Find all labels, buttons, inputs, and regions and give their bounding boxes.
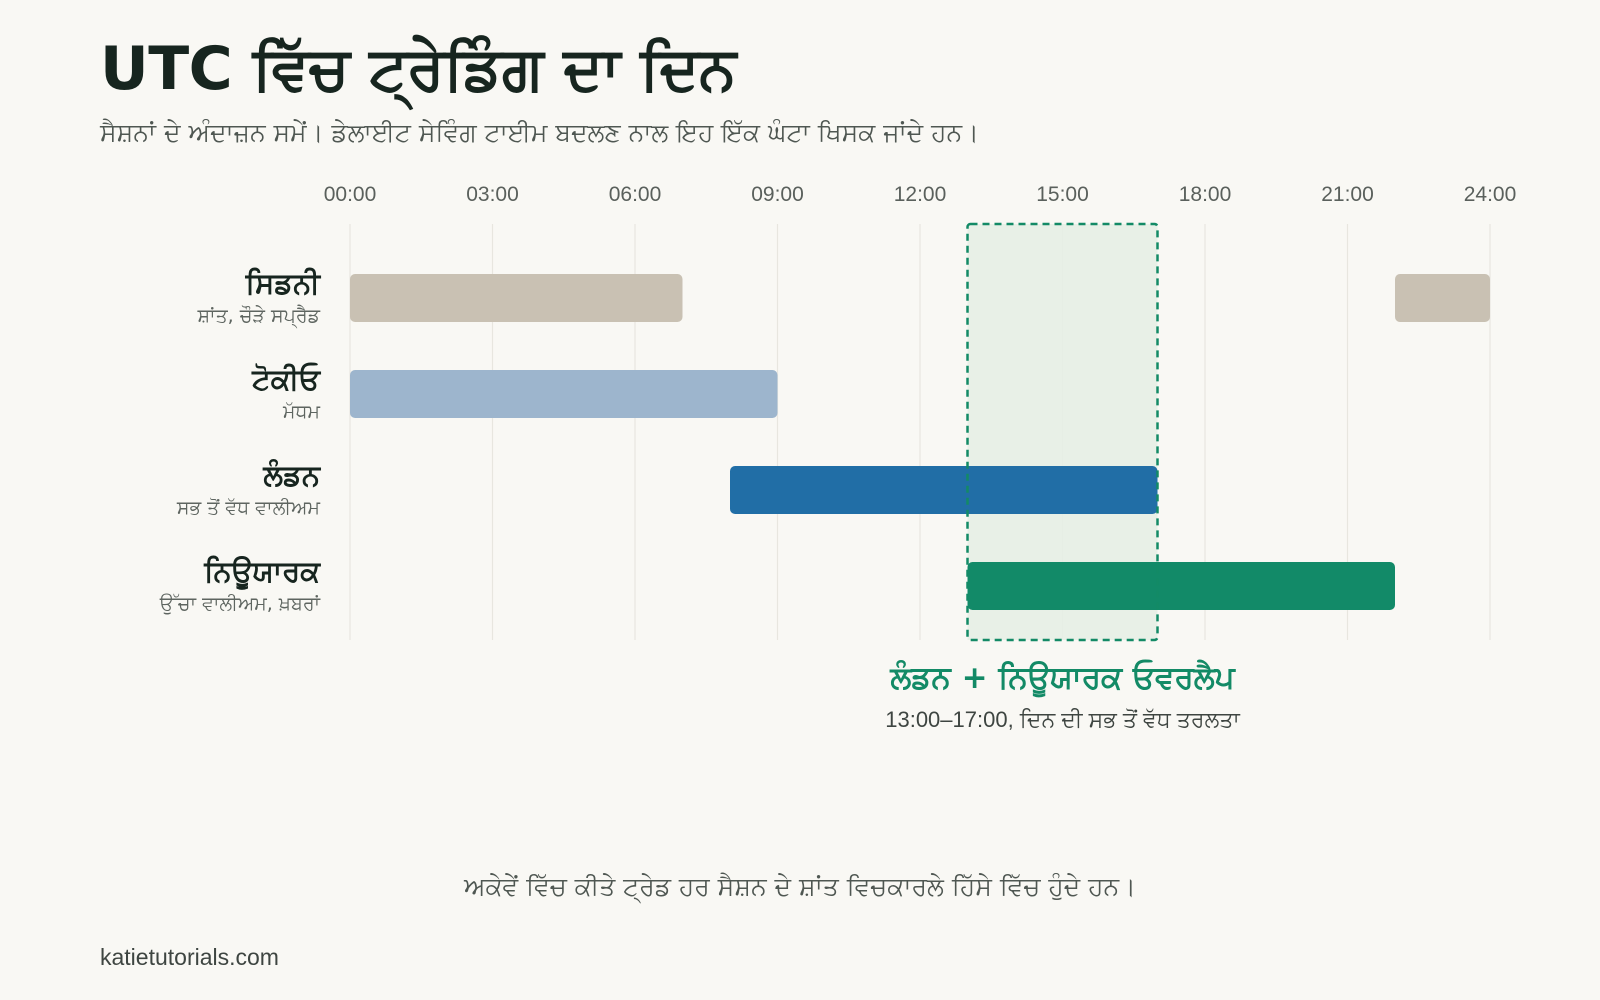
session-bar (967, 562, 1395, 610)
overlap-label: ਲੰਡਨ + ਨਿਊਯਾਰਕ ਓਵਰਲੈਪ (889, 658, 1236, 698)
overlap-sublabel: 13:00–17:00, ਦਿਨ ਦੀ ਸਭ ਤੋਂ ਵੱਧ ਤਰਲਤਾ (885, 707, 1240, 732)
session-bar (350, 274, 683, 322)
x-tick-label: 21:00 (1321, 183, 1374, 206)
x-tick-label: 12:00 (894, 183, 947, 206)
x-tick-label: 15:00 (1036, 183, 1089, 206)
x-tick-label: 03:00 (466, 183, 519, 206)
x-tick-label: 24:00 (1464, 183, 1517, 206)
session-bar (350, 370, 778, 418)
session-bar (1395, 274, 1490, 322)
session-name: ਨਿਊਯਾਰਕ (203, 554, 321, 591)
page-subtitle: ਸੈਸ਼ਨਾਂ ਦੇ ਅੰਦਾਜ਼ਨ ਸਮੇਂ। ਡੇਲਾਈਟ ਸੇਵਿੰਗ ਟ… (100, 118, 979, 147)
page-title: UTC ਵਿੱਚ ਟ੍ਰੇਡਿੰਗ ਦਾ ਦਿਨ (100, 34, 736, 104)
session-name: ਲੰਡਨ (262, 458, 321, 492)
session-description: ਉੱਚਾ ਵਾਲੀਅਮ, ਖ਼ਬਰਾਂ (159, 593, 321, 615)
x-tick-label: 09:00 (751, 183, 804, 206)
x-tick-label: 18:00 (1179, 183, 1232, 206)
source-credit: katietutorials.com (100, 944, 279, 970)
x-tick-label: 00:00 (324, 183, 377, 206)
session-name: ਸਿਡਨੀ (245, 266, 322, 300)
session-description: ਮੱਧਮ (282, 401, 320, 423)
footnote: ਅਕੇਵੇਂ ਵਿੱਚ ਕੀਤੇ ਟ੍ਰੇਡ ਹਰ ਸੈਸ਼ਨ ਦੇ ਸ਼ਾਂਤ… (464, 872, 1136, 901)
bar-layer (350, 274, 1490, 610)
x-tick-label: 06:00 (609, 183, 662, 206)
overlap-border-layer (966, 222, 1159, 642)
session-description: ਸ਼ਾਂਤ, ਚੌੜੇ ਸਪ੍ਰੈਡ (196, 304, 320, 329)
overlap-border (966, 222, 1159, 642)
label-layer: 00:00 03:00 06:00 09:00 12:00 15:00 18:00 21:00… (159, 183, 1517, 732)
session-bar (730, 466, 1158, 514)
session-description: ਸਭ ਤੋਂ ਵੱਧ ਵਾਲੀਅਮ (176, 497, 321, 519)
session-name: ਟੋਕੀਓ (251, 362, 321, 396)
